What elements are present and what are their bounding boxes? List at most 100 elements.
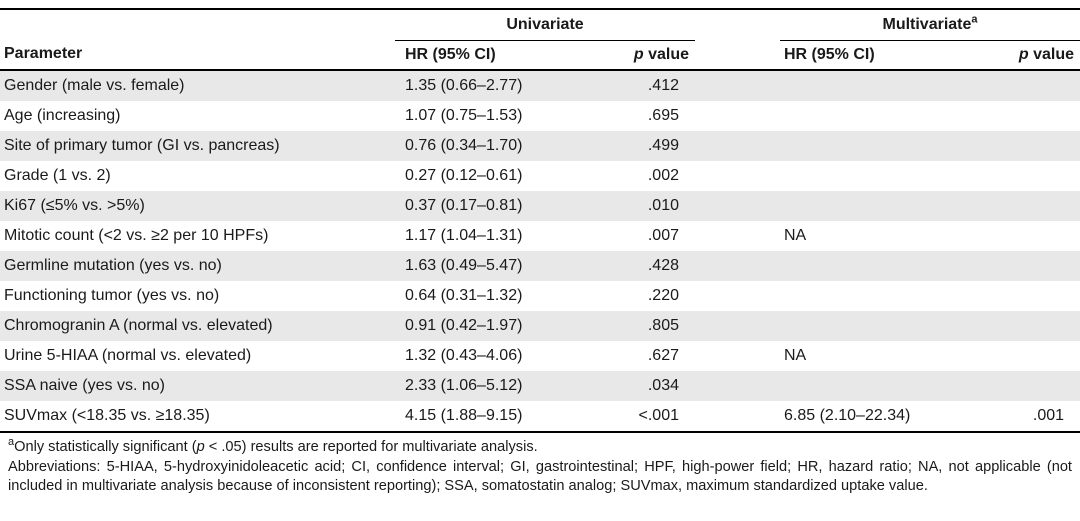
table-row: Gender (male vs. female) 1.35 (0.66–2.77)… [0, 70, 1080, 101]
table-row: Germline mutation (yes vs. no) 1.63 (0.49… [0, 251, 1080, 281]
column-spacer [695, 9, 780, 41]
results-table: Parameter Univariate Multivariatea HR (9… [0, 8, 1080, 433]
parameter-cell: SSA naive (yes vs. no) [4, 377, 165, 394]
group-header-univariate: Univariate [395, 9, 695, 41]
spacer-cell [695, 341, 780, 371]
univariate-hr-cell: 4.15 (1.88–9.15) [405, 407, 523, 424]
multivariate-p-cell [955, 161, 1080, 191]
multivariate-footnote-marker: a [971, 13, 978, 26]
table-row: Functioning tumor (yes vs. no) 0.64 (0.31… [0, 281, 1080, 311]
univariate-p-cell: .034 [647, 377, 679, 394]
parameter-cell: Functioning tumor (yes vs. no) [4, 287, 220, 304]
parameter-cell: Mitotic count (<2 vs. ≥2 per 10 HPFs) [4, 227, 269, 244]
multivariate-p-cell [955, 281, 1080, 311]
p-rest: value [1028, 46, 1075, 63]
multivariate-p-cell [955, 221, 1080, 251]
significance-text-pre: Only statistically significant ( [14, 439, 197, 455]
spacer-cell [695, 311, 780, 341]
multivariate-p-cell [955, 341, 1080, 371]
p-rest: value [643, 46, 689, 63]
multivariate-hr-cell [780, 101, 955, 131]
column-spacer [695, 40, 780, 71]
spacer-cell [695, 70, 780, 101]
univariate-p-cell: .499 [647, 137, 679, 154]
table-row: Ki67 (≤5% vs. >5%) 0.37 (0.17–0.81) .010 [0, 191, 1080, 221]
multivariate-hr-cell [780, 161, 955, 191]
multivariate-hr-cell [780, 191, 955, 221]
spacer-cell [695, 401, 780, 432]
table-row: Grade (1 vs. 2) 0.27 (0.12–0.61) .002 [0, 161, 1080, 191]
table-footnotes: aOnly statistically significant (p < .05… [0, 433, 1080, 497]
col-header-multivariate-p: p value [955, 40, 1080, 71]
multivariate-p-cell [955, 101, 1080, 131]
parameter-cell: SUVmax (<18.35 vs. ≥18.35) [4, 407, 210, 424]
multivariate-p-cell: .001 [1032, 407, 1065, 424]
multivariate-p-cell [955, 251, 1080, 281]
spacer-cell [695, 131, 780, 161]
spacer-cell [695, 281, 780, 311]
multivariate-hr-cell [780, 251, 955, 281]
multivariate-p-cell [955, 191, 1080, 221]
table-row: SSA naive (yes vs. no) 2.33 (1.06–5.12) .0… [0, 371, 1080, 401]
multivariate-hr-cell [780, 371, 955, 401]
univariate-hr-cell: 0.37 (0.17–0.81) [405, 197, 523, 214]
p-italic: p [196, 439, 205, 455]
univariate-hr-cell: 1.17 (1.04–1.31) [405, 227, 523, 244]
col-header-multivariate-hr: HR (95% CI) [780, 40, 955, 71]
univariate-p-cell: .627 [647, 347, 679, 364]
multivariate-hr-cell [780, 311, 955, 341]
univariate-hr-cell: 1.32 (0.43–4.06) [405, 347, 523, 364]
parameter-cell: Site of primary tumor (GI vs. pancreas) [4, 137, 280, 154]
table-row: Age (increasing) 1.07 (0.75–1.53) .695 [0, 101, 1080, 131]
p-italic: p [1018, 46, 1029, 63]
significance-text-post: < .05) results are reported for multivar… [204, 439, 538, 455]
univariate-hr-cell: 0.76 (0.34–1.70) [405, 137, 523, 154]
table-row: Chromogranin A (normal vs. elevated) 0.91… [0, 311, 1080, 341]
univariate-p-cell: .695 [647, 107, 679, 124]
univariate-p-cell: .805 [647, 317, 679, 334]
multivariate-label: Multivariate [882, 16, 972, 33]
parameter-cell: Grade (1 vs. 2) [4, 167, 111, 184]
univariate-p-cell: .010 [647, 197, 679, 214]
spacer-cell [695, 161, 780, 191]
univariate-hr-cell: 1.07 (0.75–1.53) [405, 107, 523, 124]
multivariate-p-cell [955, 371, 1080, 401]
parameter-cell: Age (increasing) [4, 107, 121, 124]
multivariate-hr-cell [780, 131, 955, 161]
univariate-hr-cell: 0.27 (0.12–0.61) [405, 167, 523, 184]
univariate-p-cell: .220 [647, 287, 679, 304]
multivariate-p-cell [955, 131, 1080, 161]
multivariate-hr-cell [780, 70, 955, 101]
table-body: Gender (male vs. female) 1.35 (0.66–2.77)… [0, 70, 1080, 432]
column-header-row: HR (95% CI) p value HR (95% CI) p value [0, 40, 1080, 71]
multivariate-hr-cell: 6.85 (2.10–22.34) [784, 407, 911, 424]
parameter-cell: Gender (male vs. female) [4, 77, 185, 94]
p-italic: p [633, 46, 644, 63]
table-row: Site of primary tumor (GI vs. pancreas) 0… [0, 131, 1080, 161]
col-header-parameter: Parameter [0, 9, 395, 71]
univariate-label: Univariate [506, 16, 584, 33]
group-header-row: Parameter Univariate Multivariatea [0, 9, 1080, 71]
univariate-hr-cell: 2.33 (1.06–5.12) [405, 377, 523, 394]
multivariate-hr-cell [780, 281, 955, 311]
table-row: Mitotic count (<2 vs. ≥2 per 10 HPFs) 1.1… [0, 221, 1080, 251]
footnote-marker: a [8, 436, 15, 449]
abbreviations-footnote: Abbreviations: 5-HIAA, 5-hydroxyinidolea… [8, 458, 1072, 495]
spacer-cell [695, 221, 780, 251]
col-header-univariate-p: p value [570, 40, 695, 71]
univariate-hr-cell: 1.35 (0.66–2.77) [405, 77, 523, 94]
spacer-cell [695, 101, 780, 131]
univariate-p-cell: .428 [647, 257, 679, 274]
parameter-cell: Chromogranin A (normal vs. elevated) [4, 317, 273, 334]
univariate-p-cell: .007 [647, 227, 679, 244]
multivariate-hr-cell: NA [784, 347, 807, 364]
univariate-p-cell: <.001 [638, 407, 679, 424]
spacer-cell [695, 251, 780, 281]
table-header: Parameter Univariate Multivariatea HR (9… [0, 9, 1080, 71]
univariate-hr-cell: 0.91 (0.42–1.97) [405, 317, 523, 334]
group-header-multivariate: Multivariatea [780, 9, 1080, 41]
univariate-p-cell: .002 [647, 167, 679, 184]
multivariate-p-cell [955, 311, 1080, 341]
multivariate-hr-cell: NA [784, 227, 807, 244]
